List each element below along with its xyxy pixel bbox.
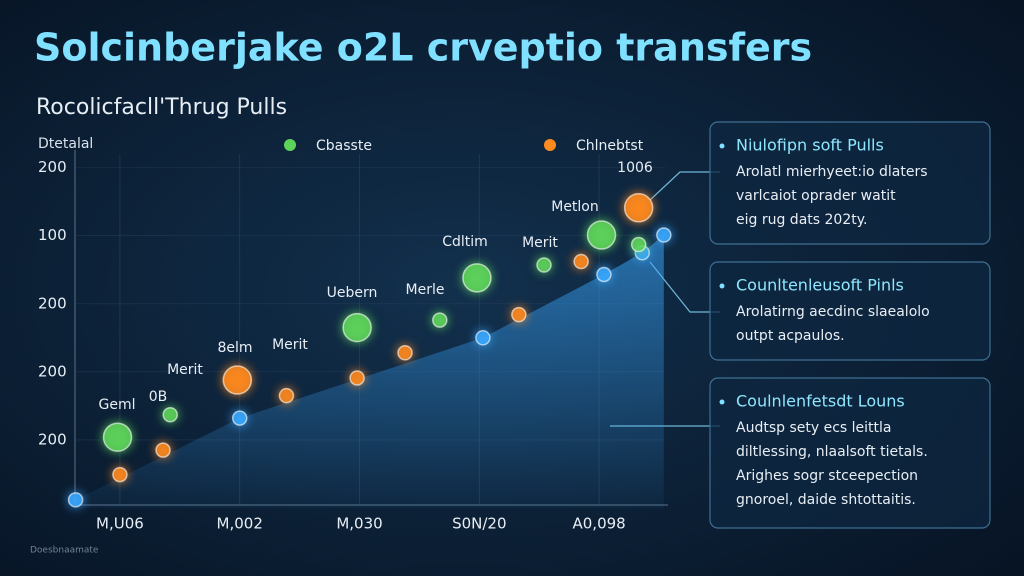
annotation: Geml [99, 397, 136, 413]
point [586, 220, 617, 250]
point [630, 236, 647, 253]
x-tick-label: M,002 [217, 515, 263, 533]
panel-text: Arighes sogr stceepection [736, 468, 918, 484]
annotation: 8elm [217, 340, 252, 356]
point [511, 306, 527, 323]
panel-text: Arolatl mierhyeet:io dlaters [736, 164, 928, 180]
annotation: Metlon [551, 199, 599, 215]
y-axis-label: Dtetalal [38, 136, 93, 152]
panel-text: eig rug dats 202ty. [736, 212, 867, 228]
panel [709, 261, 991, 361]
point [349, 370, 365, 386]
panel-title: Niulofipn soft Pulls [736, 136, 884, 155]
x-tick-label: M,030 [336, 515, 382, 533]
chart-subtitle: Rocolicfacll'Thrug Pulls [36, 95, 287, 120]
point [342, 312, 372, 343]
panel-text: Audtsp sety ecs leittla [736, 420, 891, 436]
point [573, 253, 589, 270]
annotation: Uebern [327, 285, 378, 301]
point [102, 422, 133, 452]
point [155, 442, 171, 458]
y-tick-label: 100 [38, 226, 67, 244]
panel-text: varlcaiot oprader watit [736, 188, 896, 204]
chart-title: Solcinberjake o2L crveptio transfers [34, 26, 812, 70]
point [432, 312, 448, 328]
legend-label: Cbasste [316, 138, 372, 154]
x-tick-label: A0,098 [573, 515, 626, 533]
legend-marker [284, 139, 296, 151]
panel-title: Coulnlenfetsdt Louns [736, 392, 905, 411]
footer: Doesbnaamate [30, 546, 99, 556]
y-tick-label: 200 [38, 362, 67, 380]
point [67, 492, 84, 508]
panel-text: diltlessing, nlaalsoft tietals. [736, 444, 928, 460]
connector [649, 171, 720, 201]
annotation: Merit [522, 235, 558, 251]
x-tick-label: M,U06 [96, 515, 144, 533]
bullet [719, 399, 725, 405]
y-tick-label: 200 [38, 294, 67, 312]
panel [709, 377, 991, 529]
point [623, 193, 654, 223]
point [112, 466, 128, 483]
panel [709, 121, 991, 245]
y-tick-label: 200 [38, 430, 67, 448]
bullet [719, 283, 725, 289]
panel-title: Counltenleusoft Pinls [736, 276, 904, 295]
x-tick-label: S0N/20 [452, 515, 506, 533]
panel-text: Arolatirng aecdinc slaealolo [736, 304, 930, 320]
panel-text: outpt acpaulos. [736, 328, 845, 344]
y-tick-label: 200 [38, 158, 67, 176]
annotation: 0B [149, 389, 168, 405]
point [278, 387, 295, 404]
point [231, 410, 248, 426]
annotation: Merle [406, 282, 445, 298]
annotation: 1006 [617, 160, 653, 176]
panel-text: gnoroel, daide shtottaitis. [736, 492, 916, 508]
point [462, 263, 492, 293]
point [596, 266, 612, 283]
point [536, 257, 552, 273]
annotation: Merit [167, 362, 203, 378]
annotation: Merit [272, 337, 308, 353]
point [222, 365, 253, 395]
point [475, 330, 491, 346]
area [75, 235, 664, 508]
point [397, 345, 413, 361]
point [656, 227, 672, 243]
point [162, 406, 178, 423]
legend-label: Chlnebtst [576, 138, 644, 154]
legend-marker [544, 139, 556, 151]
annotation: Cdltim [442, 234, 488, 250]
bullet [719, 143, 725, 149]
